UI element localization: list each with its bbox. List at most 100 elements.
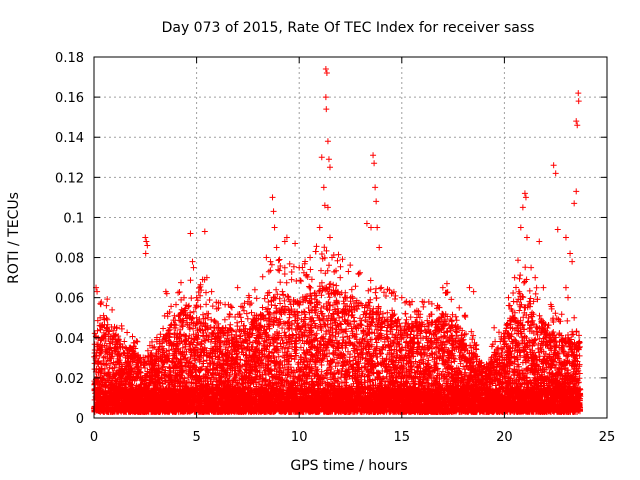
roti-point xyxy=(470,288,477,295)
roti-point xyxy=(523,234,530,241)
roti-point xyxy=(203,274,210,281)
data-points xyxy=(91,66,584,415)
roti-point xyxy=(329,254,336,261)
roti-point xyxy=(269,194,276,201)
roti-point xyxy=(567,250,574,257)
roti-point xyxy=(292,240,299,247)
chart-title: Day 073 of 2015, Rate Of TEC Index for r… xyxy=(162,20,535,36)
roti-point xyxy=(398,294,405,301)
roti-point xyxy=(536,238,543,245)
roti-point xyxy=(540,284,547,291)
roti-point xyxy=(316,224,323,231)
roti-point xyxy=(372,184,379,191)
plot-frame xyxy=(93,56,608,419)
roti-point xyxy=(270,208,277,215)
roti-point xyxy=(376,244,383,251)
x-axis-title: GPS time / hours xyxy=(290,458,407,474)
roti-point xyxy=(326,234,333,241)
roti-point xyxy=(528,264,535,271)
y-tick-label: 0.16 xyxy=(55,91,84,106)
roti-point xyxy=(101,316,108,323)
roti-point xyxy=(419,298,426,305)
roti-point xyxy=(144,242,151,249)
y-tick-label: 0.08 xyxy=(55,252,84,267)
roti-point xyxy=(201,228,208,235)
roti-point xyxy=(326,164,333,171)
x-tick-label: 15 xyxy=(394,430,411,445)
roti-point xyxy=(189,258,196,265)
roti-point xyxy=(569,258,576,265)
roti-point xyxy=(318,154,325,161)
roti-point xyxy=(565,294,572,301)
roti-point xyxy=(363,220,370,227)
y-tick-label: 0.14 xyxy=(55,131,84,146)
roti-point xyxy=(320,184,327,191)
roti-point xyxy=(347,294,354,301)
roti-point xyxy=(324,138,331,145)
roti-point xyxy=(322,94,329,101)
roti-point xyxy=(552,170,559,177)
y-axis-title: ROTI / TECUs xyxy=(6,192,22,284)
roti-point xyxy=(143,238,150,245)
x-tick-label: 10 xyxy=(291,430,308,445)
roti-point-cloud xyxy=(91,243,584,415)
roti-point xyxy=(142,234,149,241)
y-tick-label: 0.06 xyxy=(55,292,84,307)
roti-point xyxy=(244,298,251,305)
roti-point xyxy=(573,188,580,195)
roti-point xyxy=(456,304,463,311)
roti-point xyxy=(522,194,529,201)
roti-point xyxy=(562,234,569,241)
roti-point xyxy=(296,264,303,271)
roti-point xyxy=(323,70,330,77)
axis-ticks xyxy=(93,56,608,419)
tick-labels: 0 0.02 0.04 0.06 0.08 0.1 0.12 0.14 0.16 0.18 0 5 10… xyxy=(55,51,615,445)
roti-point xyxy=(571,314,578,321)
y-tick-label: 0 xyxy=(76,412,84,427)
roti-point xyxy=(97,314,104,321)
roti-point xyxy=(321,202,328,209)
y-tick-label: 0.18 xyxy=(55,51,84,66)
roti-point xyxy=(550,162,557,169)
roti-point xyxy=(234,284,241,291)
y-tick-label: 0.02 xyxy=(55,372,84,387)
roti-point xyxy=(163,290,170,297)
roti-point xyxy=(575,90,582,97)
roti-point xyxy=(337,274,344,281)
roti-point xyxy=(324,204,331,211)
roti-point xyxy=(273,244,280,251)
roti-point xyxy=(409,298,416,305)
roti-point xyxy=(325,156,332,163)
roti-point xyxy=(378,284,385,291)
roti-point xyxy=(193,294,200,301)
y-tick-label: 0.1 xyxy=(63,211,84,226)
roti-point xyxy=(532,274,539,281)
roti-point xyxy=(187,230,194,237)
roti-point xyxy=(517,224,524,231)
roti-point xyxy=(388,290,395,297)
roti-point xyxy=(281,238,288,245)
roti-point xyxy=(575,98,582,105)
x-tick-label: 25 xyxy=(599,430,616,445)
roti-point xyxy=(466,284,473,291)
roti-point xyxy=(571,200,578,207)
roti-point xyxy=(190,264,197,271)
roti-point xyxy=(263,254,270,261)
roti-point xyxy=(574,122,581,129)
roti-point xyxy=(443,280,450,287)
roti-point xyxy=(439,284,446,291)
roti-point xyxy=(323,106,330,113)
roti-point xyxy=(562,284,569,291)
roti-point xyxy=(322,66,329,73)
roti-point xyxy=(368,224,375,231)
x-tick-label: 20 xyxy=(496,430,513,445)
roti-point xyxy=(554,226,561,233)
roti-point xyxy=(267,258,274,265)
roti-point xyxy=(94,288,101,295)
y-tick-label: 0.04 xyxy=(55,332,84,347)
roti-point xyxy=(142,250,149,257)
roti-point xyxy=(374,224,381,231)
roti-point xyxy=(271,224,278,231)
roti-point xyxy=(312,248,319,255)
